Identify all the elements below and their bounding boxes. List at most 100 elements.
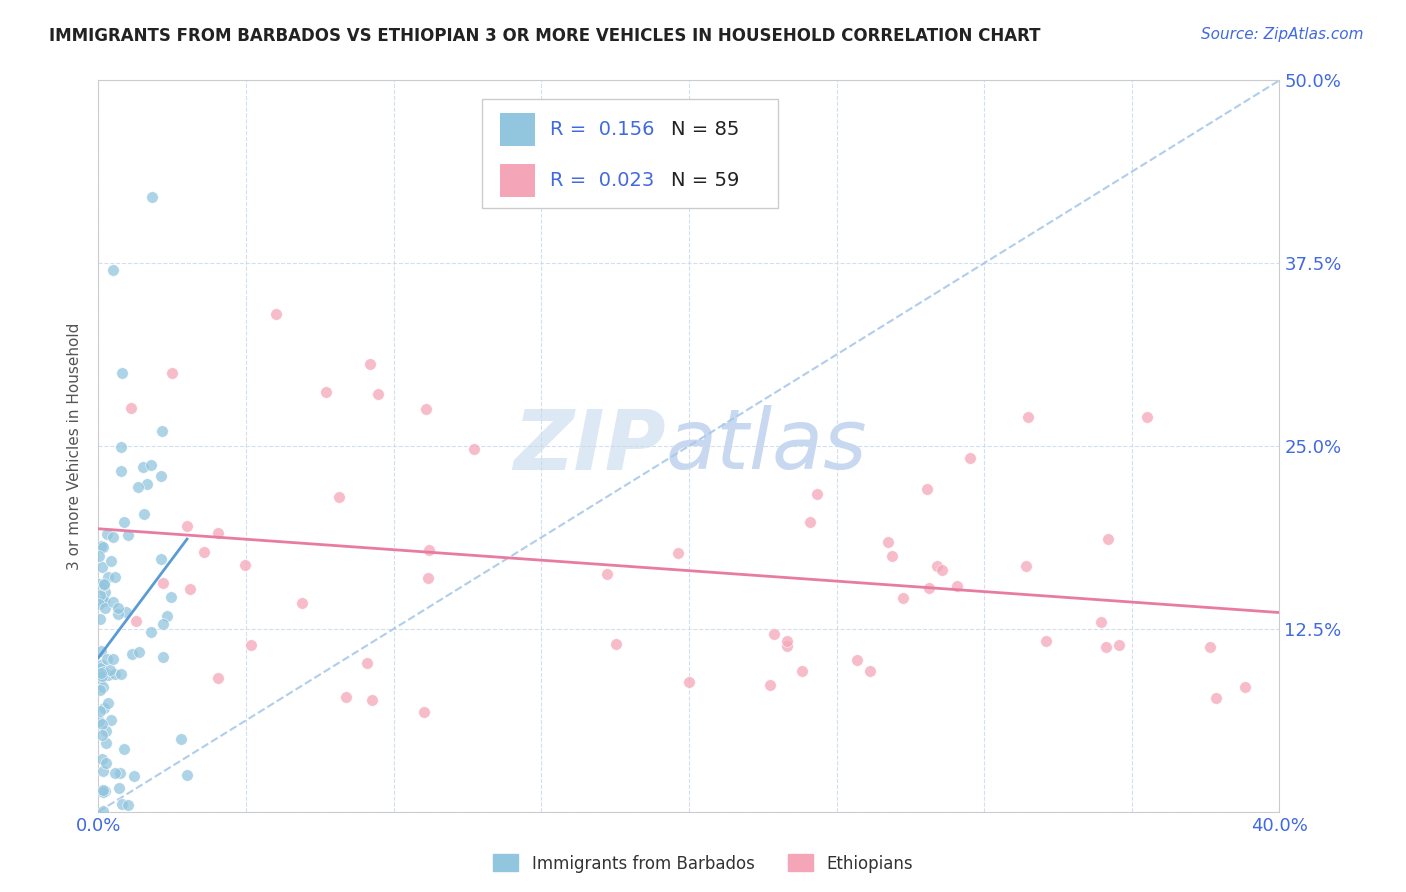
Point	[463, 442, 485, 456]
Point	[361, 693, 384, 707]
Point	[101, 595, 124, 609]
Point	[90, 539, 112, 553]
Point	[1095, 640, 1118, 654]
Point	[103, 263, 125, 277]
FancyBboxPatch shape	[501, 164, 536, 197]
Point	[112, 516, 135, 530]
Point	[328, 491, 350, 505]
Point	[799, 515, 821, 529]
Point	[356, 656, 378, 670]
Point	[762, 626, 785, 640]
Point	[925, 559, 948, 574]
Point	[110, 667, 132, 681]
Point	[176, 768, 198, 782]
Point	[359, 357, 381, 371]
Point	[605, 637, 627, 651]
Point	[96, 736, 118, 750]
Point	[367, 387, 389, 401]
Point	[915, 483, 938, 497]
Point	[100, 713, 122, 727]
Point	[891, 591, 914, 606]
Point	[1136, 409, 1159, 424]
Point	[121, 647, 143, 661]
Point	[100, 554, 122, 568]
Point	[94, 723, 117, 738]
Point	[94, 756, 117, 771]
Point	[239, 639, 262, 653]
Point	[111, 366, 134, 380]
Point	[112, 742, 135, 756]
Point	[132, 460, 155, 475]
Point	[946, 579, 969, 593]
Point	[94, 601, 117, 615]
Point	[89, 704, 111, 718]
Point	[136, 477, 159, 491]
Point	[125, 614, 148, 628]
Point	[291, 596, 314, 610]
Point	[790, 664, 813, 678]
Point	[931, 563, 953, 577]
Point	[91, 764, 114, 778]
Point	[1234, 681, 1257, 695]
Point	[91, 680, 114, 694]
Point	[132, 508, 155, 522]
Point	[87, 714, 110, 729]
Point	[90, 752, 112, 766]
Point	[117, 798, 139, 813]
Point	[139, 625, 162, 640]
Point	[595, 567, 617, 582]
Text: IMMIGRANTS FROM BARBADOS VS ETHIOPIAN 3 OR MORE VEHICLES IN HOUSEHOLD CORRELATIO: IMMIGRANTS FROM BARBADOS VS ETHIOPIAN 3 …	[49, 27, 1040, 45]
Point	[103, 569, 125, 583]
Text: R =  0.156: R = 0.156	[550, 120, 654, 139]
Point	[107, 607, 129, 622]
Point	[678, 674, 700, 689]
Point	[1018, 409, 1040, 424]
Point	[89, 661, 111, 675]
Point	[93, 782, 115, 797]
Point	[141, 190, 163, 204]
Point	[806, 487, 828, 501]
Point	[89, 576, 111, 591]
Point	[91, 805, 114, 819]
Point	[93, 578, 115, 592]
Point	[96, 651, 118, 665]
Y-axis label: 3 or more Vehicles in Household: 3 or more Vehicles in Household	[67, 322, 83, 570]
Text: N = 85: N = 85	[671, 120, 740, 139]
Legend: Immigrants from Barbados, Ethiopians: Immigrants from Barbados, Ethiopians	[486, 847, 920, 880]
Point	[91, 665, 114, 679]
Point	[108, 765, 131, 780]
Point	[1205, 691, 1227, 706]
Point	[93, 783, 115, 797]
Point	[150, 424, 173, 438]
Point	[207, 671, 229, 685]
Point	[89, 683, 111, 698]
Point	[846, 653, 869, 667]
Point	[104, 766, 127, 780]
Point	[90, 644, 112, 658]
Point	[90, 669, 112, 683]
Point	[91, 785, 114, 799]
Point	[90, 673, 112, 687]
Point	[959, 450, 981, 465]
Point	[315, 385, 337, 400]
Point	[776, 639, 799, 653]
Point	[120, 401, 142, 415]
Point	[97, 668, 120, 682]
Point	[91, 728, 114, 742]
Point	[90, 665, 112, 680]
Point	[91, 559, 114, 574]
Point	[207, 526, 229, 541]
Point	[127, 479, 149, 493]
Point	[101, 530, 124, 544]
Point	[859, 664, 882, 678]
Point	[176, 518, 198, 533]
Point	[155, 609, 177, 624]
Text: ZIP: ZIP	[513, 406, 665, 486]
Point	[93, 577, 115, 591]
Point	[918, 581, 941, 595]
Point	[128, 645, 150, 659]
Point	[776, 634, 799, 648]
Point	[89, 588, 111, 602]
Point	[90, 716, 112, 731]
Point	[104, 666, 127, 681]
